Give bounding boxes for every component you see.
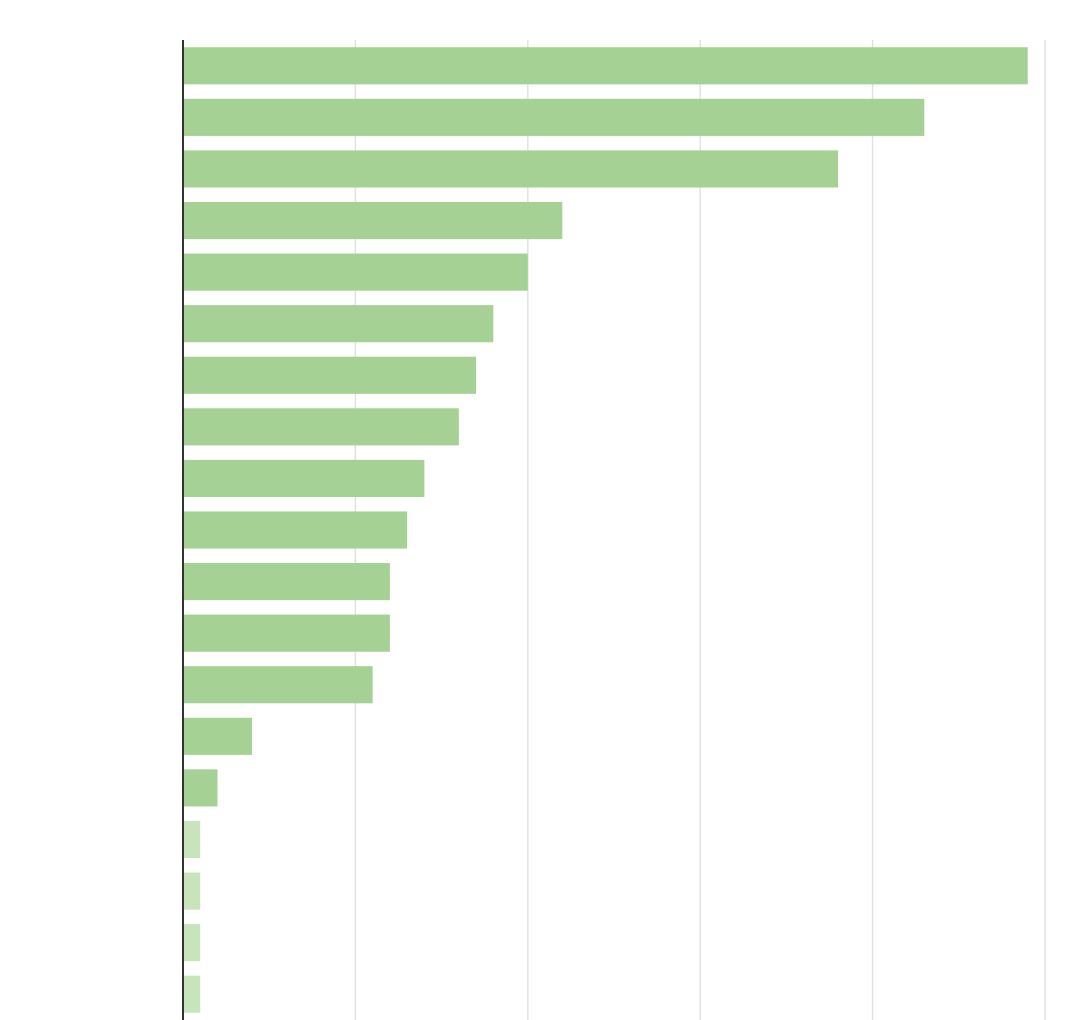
bar [183, 47, 1028, 85]
bar [183, 201, 563, 240]
bar [183, 924, 201, 962]
bar [183, 408, 459, 446]
bar [183, 820, 201, 859]
bar [183, 717, 252, 755]
bar [183, 975, 201, 1013]
bar [183, 253, 528, 291]
bar [183, 563, 390, 601]
bar [183, 614, 390, 652]
bar [183, 305, 494, 343]
bar [183, 356, 477, 394]
bar [183, 769, 218, 807]
bar [183, 511, 408, 549]
bar [183, 98, 925, 136]
bar [183, 459, 425, 497]
bar [183, 666, 373, 704]
bar [183, 872, 201, 910]
bar [183, 150, 839, 188]
